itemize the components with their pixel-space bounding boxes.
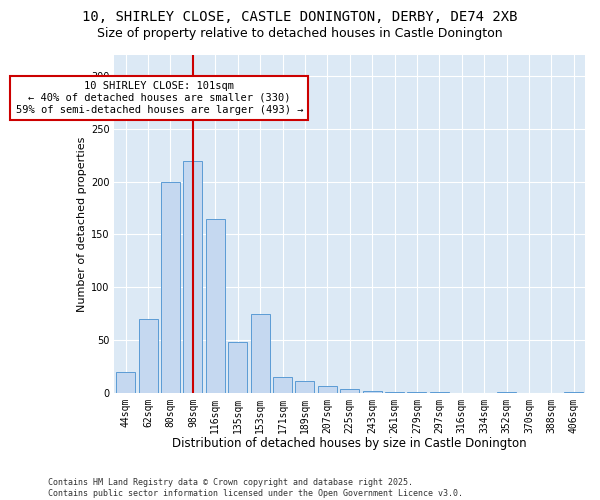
Text: Size of property relative to detached houses in Castle Donington: Size of property relative to detached ho… <box>97 28 503 40</box>
Text: 10 SHIRLEY CLOSE: 101sqm
← 40% of detached houses are smaller (330)
59% of semi-: 10 SHIRLEY CLOSE: 101sqm ← 40% of detach… <box>16 82 303 114</box>
Bar <box>161 182 180 392</box>
Bar <box>340 388 359 392</box>
Text: 10, SHIRLEY CLOSE, CASTLE DONINGTON, DERBY, DE74 2XB: 10, SHIRLEY CLOSE, CASTLE DONINGTON, DER… <box>82 10 518 24</box>
X-axis label: Distribution of detached houses by size in Castle Donington: Distribution of detached houses by size … <box>172 437 527 450</box>
Bar <box>184 160 202 392</box>
Bar <box>362 390 382 392</box>
Bar <box>139 319 158 392</box>
Text: Contains HM Land Registry data © Crown copyright and database right 2025.
Contai: Contains HM Land Registry data © Crown c… <box>48 478 463 498</box>
Bar <box>318 386 337 392</box>
Y-axis label: Number of detached properties: Number of detached properties <box>77 136 87 312</box>
Bar <box>206 218 225 392</box>
Bar <box>228 342 247 392</box>
Bar <box>251 314 269 392</box>
Bar <box>273 377 292 392</box>
Bar <box>116 372 135 392</box>
Bar <box>295 381 314 392</box>
